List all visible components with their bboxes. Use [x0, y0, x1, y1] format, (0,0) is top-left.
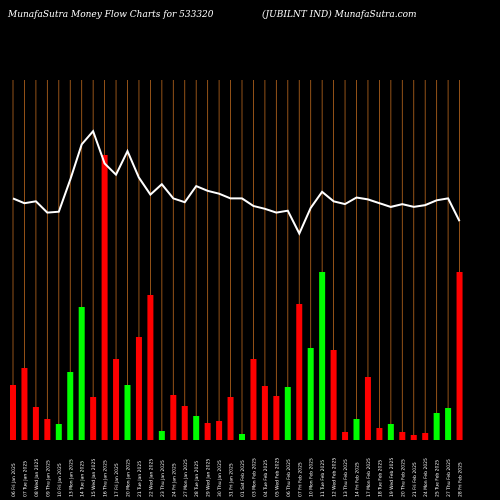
money-flow-bar	[193, 416, 200, 440]
x-tick-label: 28 Tue Jan 2025	[194, 461, 200, 497]
x-tick-label: 27 Mon Jan 2025	[183, 459, 189, 497]
money-flow-bar	[239, 434, 245, 440]
x-tick-label: 06 Fri Jan 2025	[11, 463, 17, 497]
money-flow-bar	[101, 155, 108, 440]
x-tick-label: 07 Tue Jan 2025	[22, 461, 28, 497]
x-tick-label: 10 Fri Jan 2025	[57, 463, 63, 497]
money-flow-bar	[181, 406, 188, 440]
x-tick-label: 13 Thu Feb 2025	[343, 459, 349, 497]
money-flow-bar	[387, 424, 394, 440]
x-tick-label: 08 Wed Jan 2025	[34, 459, 40, 497]
money-flow-bar	[296, 304, 303, 440]
money-flow-bar	[410, 435, 417, 440]
x-tick-label: 18 Tue Feb 2025	[377, 460, 383, 497]
money-flow-bar	[204, 423, 211, 440]
x-tick-label: 13 Mon Jan 2025	[68, 459, 74, 497]
x-tick-label: 21 Fri Feb 2025	[412, 462, 418, 497]
x-tick-label: 11 Tue Feb 2025	[320, 460, 326, 497]
money-flow-bar	[55, 424, 62, 440]
x-tick-label: 17 Mon Feb 2025	[366, 458, 372, 497]
x-tick-label: 15 Wed Jan 2025	[91, 459, 97, 497]
money-flow-bar	[433, 413, 440, 440]
money-flow-bar	[445, 408, 452, 440]
price-series-line	[12, 129, 461, 236]
money-flow-bar	[273, 396, 280, 440]
money-flow-bar	[227, 397, 234, 440]
price-line	[12, 129, 461, 236]
x-tick-label: 21 Tue Jan 2025	[137, 461, 143, 497]
money-flow-bar	[90, 397, 97, 440]
money-flow-bar	[330, 350, 337, 440]
x-tick-label: 04 Tue Feb 2025	[263, 460, 269, 497]
money-flow-bar	[376, 428, 383, 440]
x-tick-label: 17 Fri Jan 2025	[114, 463, 120, 497]
money-flow-bar	[78, 307, 85, 440]
x-tick-label: 01 Sat Feb 2025	[240, 460, 246, 497]
chart-subtitle: (JUBILNT IND) MunafaSutra.com	[262, 10, 417, 20]
money-flow-bar	[147, 295, 154, 440]
money-flow-bar	[284, 387, 291, 440]
money-flow-bar	[399, 432, 406, 440]
x-tick-label: 22 Wed Jan 2025	[148, 459, 154, 497]
chart-title: MunafaSutra Money Flow Charts for 533320	[8, 10, 214, 20]
x-tick-label: 07 Fri Feb 2025	[297, 462, 303, 497]
x-tick-label: 24 Fri Jan 2025	[171, 463, 177, 497]
x-tick-label: 05 Wed Feb 2025	[274, 458, 280, 497]
x-tick-label: 19 Wed Feb 2025	[389, 458, 395, 497]
money-flow-bars	[10, 155, 463, 440]
x-tick-label: 09 Thu Jan 2025	[45, 460, 51, 497]
money-flow-bar	[135, 337, 142, 440]
x-tick-label: 12 Wed Feb 2025	[332, 458, 338, 497]
x-tick-label: 25 Tue Feb 2025	[435, 460, 441, 497]
x-tick-label: 10 Mon Feb 2025	[309, 458, 315, 497]
x-tick-label: 30 Thu Jan 2025	[217, 460, 223, 497]
x-tick-label: 14 Fri Feb 2025	[355, 462, 361, 497]
money-flow-bar	[216, 421, 223, 440]
money-flow-bar	[456, 272, 463, 440]
money-flow-bar	[261, 386, 268, 440]
x-tick-label: 28 Fri Feb 2025	[458, 462, 464, 497]
x-tick-label: 16 Thu Jan 2025	[103, 460, 109, 497]
money-flow-bar	[319, 272, 326, 440]
money-flow-bar	[364, 377, 371, 440]
money-flow-bar	[124, 385, 131, 440]
money-flow-bar	[422, 433, 429, 440]
money-flow-bar	[10, 385, 16, 440]
x-tick-label: 06 Thu Feb 2025	[286, 459, 292, 497]
x-tick-label: 31 Fri Jan 2025	[229, 463, 235, 497]
money-flow-bar	[21, 368, 28, 440]
money-flow-bar	[170, 395, 177, 440]
money-flow-bar	[113, 359, 120, 440]
money-flow-bar	[353, 419, 360, 440]
money-flow-bar	[67, 372, 74, 440]
money-flow-bar	[342, 432, 349, 440]
x-tick-label: 20 Thu Feb 2025	[400, 459, 406, 497]
x-tick-label: 23 Thu Jan 2025	[160, 460, 166, 497]
money-flow-bar	[307, 348, 314, 440]
money-flow-bar	[250, 359, 257, 440]
x-tick-label: 03 Mon Feb 2025	[251, 458, 257, 497]
money-flow-bar	[158, 431, 165, 440]
x-tick-label: 27 Thu Feb 2025	[446, 459, 452, 497]
x-tick-label: 20 Mon Jan 2025	[126, 459, 132, 497]
x-tick-label: 29 Wed Jan 2025	[206, 459, 212, 497]
x-tick-label: 14 Tue Jan 2025	[80, 461, 86, 497]
x-axis-labels: 06 Fri Jan 2025 07 Tue Jan 2025 08 Wed Jan…	[11, 458, 464, 497]
x-tick-label: 24 Mon Feb 2025	[423, 458, 429, 497]
money-flow-bar	[44, 419, 51, 440]
money-flow-bar	[32, 407, 39, 440]
